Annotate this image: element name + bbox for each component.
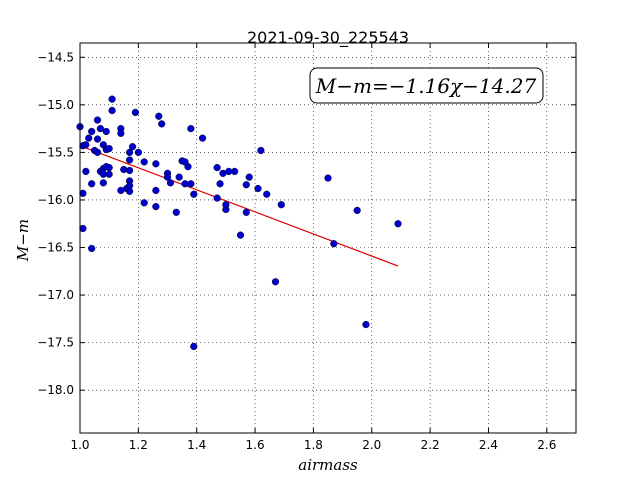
data-point <box>242 208 250 216</box>
data-point <box>187 125 195 133</box>
data-point <box>96 125 105 133</box>
fit-line-group <box>82 146 399 267</box>
x-tick-label: 1.2 <box>129 438 148 452</box>
y-tick-label: −18.0 <box>37 383 74 397</box>
y-tick-label: −17.0 <box>37 288 74 302</box>
data-point <box>93 148 102 156</box>
data-point <box>126 156 134 164</box>
data-point <box>93 135 102 143</box>
data-point <box>82 141 90 149</box>
data-point <box>88 127 96 136</box>
data-point <box>277 201 285 209</box>
data-point <box>190 190 198 198</box>
data-point <box>213 164 221 172</box>
y-tick-labels: −14.5 −15.0 −15.5 −16.0 −16.5 −17.0 −17.5 −18.0 <box>37 50 74 397</box>
data-point <box>236 231 245 239</box>
data-points <box>76 95 402 351</box>
y-axis-label: M−m <box>14 219 32 262</box>
data-point <box>231 167 239 176</box>
data-point <box>184 163 192 171</box>
data-point <box>175 173 183 181</box>
data-point <box>216 180 224 188</box>
data-point <box>152 203 160 211</box>
data-point <box>117 129 125 137</box>
data-point <box>213 194 221 202</box>
grid <box>79 43 576 433</box>
data-point <box>126 187 134 195</box>
x-tick-label: 1.0 <box>70 438 89 452</box>
data-point <box>102 127 110 136</box>
data-point <box>394 220 402 228</box>
data-point <box>324 174 332 182</box>
data-point <box>257 146 265 155</box>
data-point <box>82 167 90 176</box>
data-point <box>353 206 361 215</box>
y-tick-label: −17.5 <box>37 336 74 350</box>
x-tick-label: 1.6 <box>246 438 265 452</box>
data-point <box>198 134 207 142</box>
data-point <box>128 143 137 151</box>
data-point <box>88 180 96 188</box>
data-point <box>108 95 116 103</box>
data-point <box>163 173 172 181</box>
x-tick-label: 2.0 <box>362 438 381 452</box>
axis-ticks <box>79 43 576 433</box>
data-point <box>190 342 198 351</box>
x-tick-label: 2.4 <box>479 438 498 452</box>
x-tick-labels: 1.0 1.2 1.4 1.6 1.8 2.0 2.2 2.4 2.6 <box>70 438 556 452</box>
x-tick-label: 1.8 <box>304 438 323 452</box>
data-point <box>158 120 166 128</box>
plot-area-frame <box>79 42 577 434</box>
data-point <box>242 181 250 189</box>
data-point <box>93 116 102 124</box>
data-point <box>166 179 175 187</box>
y-tick-label: −16.0 <box>37 193 74 207</box>
fit-equation-frame <box>309 67 544 104</box>
data-point <box>330 240 338 248</box>
data-point <box>152 160 160 168</box>
x-tick-label: 2.6 <box>537 438 556 452</box>
data-point <box>108 106 116 115</box>
y-tick-label: −16.5 <box>37 241 74 255</box>
data-point <box>222 201 230 209</box>
data-point <box>140 158 148 166</box>
y-tick-label: −15.5 <box>37 145 74 159</box>
x-tick-label: 2.2 <box>421 438 440 452</box>
data-point <box>131 108 140 117</box>
data-point <box>79 189 87 197</box>
fit-equation-text: M−m=−1.16χ−14.27 <box>315 74 537 98</box>
data-point <box>172 208 180 216</box>
data-point <box>134 148 142 156</box>
data-point <box>362 320 370 329</box>
fit-line <box>82 146 399 267</box>
data-point <box>152 186 160 195</box>
chart-title: 2021-09-30_225543 <box>247 28 409 48</box>
data-point <box>126 166 134 175</box>
data-point <box>99 179 107 187</box>
data-point <box>263 190 271 198</box>
x-axis-label: airmass <box>298 456 358 474</box>
data-point <box>245 173 253 181</box>
data-point <box>140 199 148 207</box>
y-tick-label: −15.0 <box>37 98 74 112</box>
y-tick-label: −14.5 <box>37 50 74 64</box>
data-point <box>79 224 87 233</box>
data-point <box>271 278 280 286</box>
data-point <box>85 134 93 142</box>
data-point <box>187 180 195 188</box>
data-point <box>105 164 113 172</box>
data-point <box>126 148 134 156</box>
data-point <box>155 112 163 120</box>
fit-equation-box: M−m=−1.16χ−14.27 <box>309 67 544 104</box>
data-point <box>105 144 113 153</box>
data-point <box>254 184 262 193</box>
x-tick-label: 1.4 <box>187 438 206 452</box>
data-point <box>105 170 113 178</box>
data-point <box>88 244 96 253</box>
